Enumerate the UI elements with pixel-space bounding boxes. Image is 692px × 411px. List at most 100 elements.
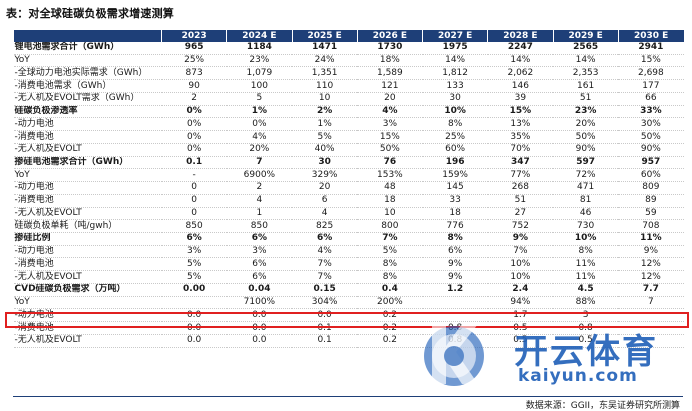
- table-cell: 14%: [422, 54, 488, 68]
- table-cell: 177: [618, 79, 684, 93]
- table-cell: 0: [161, 194, 227, 208]
- table-cell: 7%: [292, 270, 358, 284]
- table-cell: 2,353: [553, 66, 619, 81]
- row-label: YoY: [13, 168, 162, 183]
- table-cell: 6%: [422, 245, 488, 259]
- table-cell: 20%: [553, 117, 619, 132]
- table-cell: 33%: [618, 105, 684, 119]
- row-label: -无人机及EVOLT: [13, 334, 162, 348]
- table-cell: 72%: [553, 168, 619, 183]
- table-row: YoY 25% 23% 24% 18% 14% 14% 14% 15%: [13, 54, 684, 68]
- table-cell: 10%: [422, 105, 488, 119]
- table-cell: 76: [357, 156, 423, 170]
- table-cell: 6%: [161, 232, 227, 246]
- table-cell: 9%: [487, 232, 553, 246]
- header-cell: 2025 E: [291, 30, 358, 42]
- table-cell: 0.1: [292, 334, 358, 348]
- watermark-url: kaiyun.com: [518, 366, 638, 386]
- table-cell: 7100%: [226, 296, 292, 310]
- table-cell: 0%: [161, 105, 227, 119]
- row-label: -消费电池: [13, 257, 162, 272]
- table-cell: 5%: [161, 270, 227, 284]
- table-cell: 145: [422, 181, 488, 195]
- table-row: YoY -6900% 329% 153% 159% 77% 72% 60%: [13, 168, 684, 183]
- table-cell: 33: [422, 194, 488, 208]
- table-cell: 8%: [553, 245, 619, 259]
- table-cell: 2,698: [618, 66, 684, 81]
- table-body: 锂电池需求合计（GWh） 965 1184 1471 1730 1975 2247 2565 2…: [13, 42, 684, 348]
- table-cell: 6: [292, 194, 358, 208]
- table-cell: 25%: [161, 54, 227, 68]
- table-cell: 9%: [422, 257, 488, 272]
- table-cell: 1,351: [292, 66, 358, 81]
- row-label: YoY: [13, 296, 162, 310]
- table-cell: 6900%: [226, 168, 292, 183]
- table-cell: 14%: [553, 54, 619, 68]
- source-note: 数据来源：GGII，东吴证券研究所测算: [525, 401, 680, 411]
- highlight-box: [5, 312, 689, 328]
- table-cell: 708: [618, 219, 684, 234]
- table-cell: 88%: [553, 296, 619, 310]
- table-cell: 48: [357, 181, 423, 195]
- table-cell: 2,062: [487, 66, 553, 81]
- table-cell: 1471: [292, 42, 358, 55]
- table-row: -全球动力电池实际需求（GWh） 873 1,079 1,351 1,589 1,812 2…: [13, 66, 684, 81]
- table-cell: 0.5: [487, 334, 553, 348]
- table-cell: 850: [226, 219, 292, 234]
- table-cell: 50%: [618, 130, 684, 144]
- row-label: 硅碳负极单耗（吨/gwh）: [13, 219, 162, 234]
- header-cell: 2027 E: [421, 30, 488, 42]
- table-cell: 329%: [292, 168, 358, 183]
- table-cell: 6%: [226, 270, 292, 284]
- table-cell: 1,079: [226, 66, 292, 81]
- table-cell: 11%: [553, 257, 619, 272]
- table-cell: 0.04: [226, 283, 292, 297]
- row-label: -无人机及EVOLT: [13, 207, 162, 221]
- table-cell: 0: [161, 181, 227, 195]
- table-cell: 146: [487, 79, 553, 93]
- table-cell: 51: [487, 194, 553, 208]
- table-cell: 90%: [553, 143, 619, 157]
- row-label: 掺硅比例: [13, 232, 162, 246]
- table-cell: [618, 321, 684, 335]
- table-cell: 50%: [357, 143, 423, 157]
- table-cell: 18: [422, 207, 488, 221]
- table-cell: 15%: [357, 130, 423, 144]
- table-cell: 23%: [226, 54, 292, 68]
- table-cell: 15%: [618, 54, 684, 68]
- table-cell: 4%: [292, 245, 358, 259]
- table-cell: 18%: [357, 54, 423, 68]
- table-cell: 957: [618, 156, 684, 170]
- table-cell: 965: [161, 42, 227, 55]
- table-cell: 597: [553, 156, 619, 170]
- table-cell: [618, 334, 684, 348]
- table-row: -无人机及EVOLT 0 1 4 10 18 27 46 59: [13, 207, 684, 221]
- table-cell: 24%: [292, 54, 358, 68]
- table-cell: 7%: [487, 245, 553, 259]
- table-cell: 10%: [487, 257, 553, 272]
- row-label: 锂电池需求合计（GWh）: [13, 42, 162, 55]
- table-cell: 2.4: [487, 283, 553, 297]
- table-cell: 0.15: [292, 283, 358, 297]
- table-cell: 1: [226, 207, 292, 221]
- table-cell: 268: [487, 181, 553, 195]
- table-cell: 730: [553, 219, 619, 234]
- table-cell: 304%: [292, 296, 358, 310]
- table-cell: 825: [292, 219, 358, 234]
- table-cell: 30: [292, 156, 358, 170]
- table-cell: 1%: [226, 105, 292, 119]
- table-cell: 10%: [553, 232, 619, 246]
- table-cell: 200%: [357, 296, 423, 310]
- table-cell: 1.2: [422, 283, 488, 297]
- table-row: -无人机及EVOLT 0.0 0.0 0.1 0.2 0.8 0.5 0.5: [13, 334, 684, 348]
- table-cell: [422, 296, 488, 310]
- table-cell: 0.8: [422, 334, 488, 348]
- table-cell: -: [161, 168, 227, 183]
- table-cell: 121: [357, 79, 423, 93]
- table-cell: 50%: [553, 130, 619, 144]
- table-row: -无人机及EVOLT需求（GWh） 2 5 10 20 30 39 51 66: [13, 92, 684, 106]
- row-label: YoY: [13, 54, 162, 68]
- table-row: -无人机及EVOLT 0% 20% 40% 50% 60% 70% 90% 90%: [13, 143, 684, 157]
- table-row: 硅碳负极渗透率 0% 1% 2% 4% 10% 15% 23% 33%: [13, 105, 684, 119]
- table-cell: 1%: [292, 117, 358, 132]
